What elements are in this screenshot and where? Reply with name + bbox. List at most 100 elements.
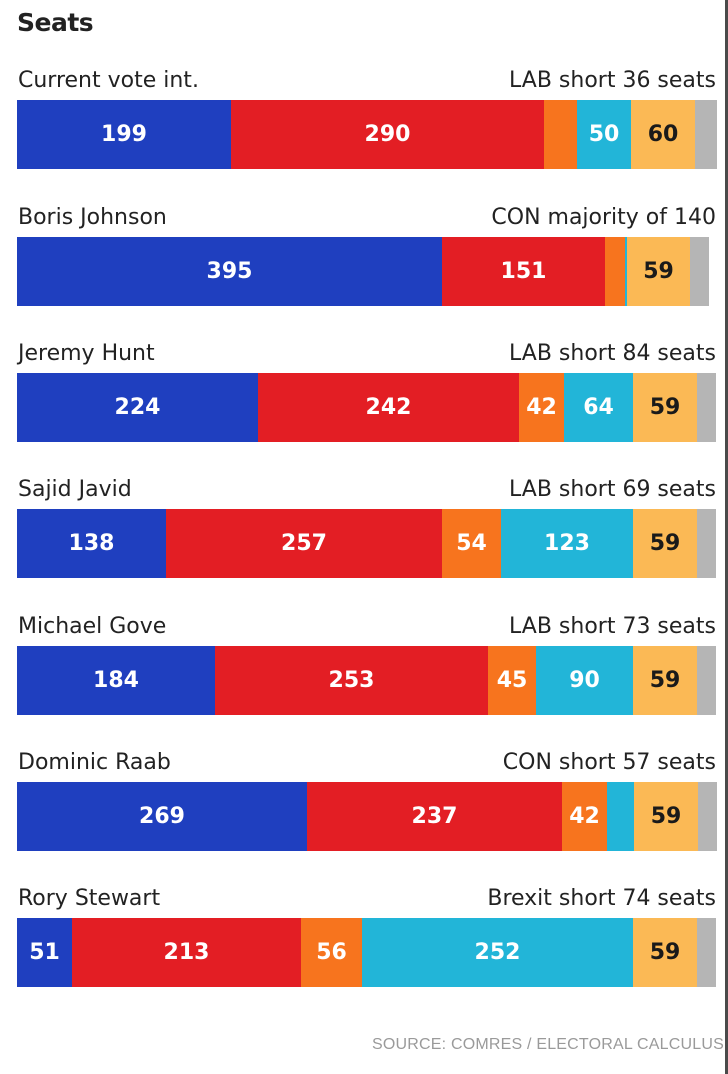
bar-segment-other: 59 [633,509,697,578]
bar-value-label: 199 [101,122,147,147]
bar-value-label: 51 [29,940,60,965]
bar-segment-ld: 42 [519,373,564,442]
bar-value-label: 42 [526,395,557,420]
bar-segment-con: 269 [17,782,307,851]
row-scenario-label: Jeremy Hunt [18,341,155,366]
bar-value-label: 269 [139,804,185,829]
bar-segment-remaining [697,373,716,442]
bar-value-label: 54 [456,531,487,556]
row-outcome-label: LAB short 73 seats [509,614,716,639]
bar-value-label: 59 [649,531,681,556]
bar-segment-con: 51 [17,918,72,987]
chart-row: Current vote int. LAB short 36 seats 199 29… [0,68,728,204]
bar-value-label: 253 [328,668,375,693]
bar-value-label: 257 [281,531,327,556]
bar-segment-brexit: 252 [362,918,633,987]
bar-segment-brexit: 50 [577,100,631,169]
right-edge-border [725,0,728,1074]
bar-value-label: 59 [649,395,681,420]
bar-segment-lab: 237 [307,782,562,851]
bar-segment-con: 224 [17,373,258,442]
row-scenario-label: Michael Gove [18,614,167,639]
bar-segment-ld: 54 [442,509,501,578]
bar-value-label: 184 [93,668,139,693]
chart-title: Seats [17,8,94,37]
bar-segment-other: 59 [634,782,698,851]
stacked-bar: 138 257 54 123 59 [17,509,717,578]
bar-value-label: 237 [411,804,458,829]
bar-segment-lab: 151 [442,237,605,306]
bar-value-label: 59 [650,804,682,829]
bar-segment-ld: 56 [301,918,362,987]
bar-value-label: 64 [583,395,614,420]
bar-value-label: 123 [544,531,590,556]
bar-segment-remaining [697,509,716,578]
bar-segment-lab: 290 [231,100,544,169]
bar-segment-remaining [697,646,716,715]
bar-value-label: 59 [649,940,681,965]
bar-segment-brexit [607,782,634,851]
row-scenario-label: Boris Johnson [18,205,167,230]
bar-value-label: 42 [569,804,600,829]
bar-value-label: 290 [364,122,411,147]
bar-value-label: 45 [496,668,528,693]
bar-value-label: 50 [588,122,620,147]
chart-row: Dominic Raab CON short 57 seats 269 237 42 59 [0,750,728,886]
chart-row: Sajid Javid LAB short 69 seats 138 257 54 123… [0,477,728,613]
chart-row: Rory Stewart Brexit short 74 seats 51 213 56… [0,886,728,1022]
bar-segment-remaining [690,237,709,306]
bar-segment-brexit: 64 [564,373,633,442]
bar-value-label: 395 [206,259,253,284]
bar-segment-con: 395 [17,237,442,306]
bar-value-label: 151 [500,259,547,284]
bar-segment-con: 138 [17,509,166,578]
row-scenario-label: Sajid Javid [18,477,132,502]
row-scenario-label: Dominic Raab [18,750,171,775]
stacked-bar: 199 290 50 60 [17,100,717,169]
bar-segment-lab: 213 [72,918,301,987]
bar-value-label: 59 [643,259,674,284]
bar-segment-remaining [695,100,717,169]
bar-value-label: 60 [647,122,679,147]
bar-segment-other: 60 [631,100,695,169]
row-outcome-label: Brexit short 74 seats [487,886,716,911]
bar-segment-remaining [698,782,717,851]
bar-segment-ld [544,100,577,169]
bar-segment-other: 59 [633,373,697,442]
chart-row: Boris Johnson CON majority of 140 395 151 59 [0,205,728,341]
bar-segment-lab: 257 [166,509,442,578]
bar-segment-brexit: 123 [501,509,633,578]
bar-value-label: 242 [365,395,412,420]
bar-value-label: 90 [569,668,600,693]
chart-row: Michael Gove LAB short 73 seats 184 253 45 90… [0,614,728,750]
bar-segment-ld [605,237,625,306]
row-scenario-label: Rory Stewart [18,886,161,911]
bar-value-label: 213 [163,940,210,965]
bar-segment-con: 184 [17,646,215,715]
bar-value-label: 56 [316,940,347,965]
stacked-bar: 395 151 59 [17,237,717,306]
bar-segment-ld: 45 [488,646,536,715]
bar-value-label: 138 [68,531,115,556]
row-outcome-label: LAB short 69 seats [509,477,716,502]
source-note: SOURCE: COMRES / ELECTORAL CALCULUS [372,1036,724,1053]
bar-segment-remaining [697,918,716,987]
row-outcome-label: LAB short 84 seats [509,341,716,366]
bar-segment-ld: 42 [562,782,607,851]
bar-value-label: 224 [114,395,161,420]
bar-segment-other: 59 [633,646,697,715]
bar-segment-other: 59 [627,237,690,306]
row-scenario-label: Current vote int. [18,68,199,93]
chart-row: Jeremy Hunt LAB short 84 seats 224 242 42 64 5… [0,341,728,477]
stacked-bar: 184 253 45 90 59 [17,646,717,715]
bar-segment-con: 199 [17,100,231,169]
stacked-bar: 224 242 42 64 59 [17,373,717,442]
bar-segment-brexit: 90 [536,646,633,715]
bar-value-label: 59 [649,668,681,693]
row-outcome-label: CON short 57 seats [502,750,716,775]
bar-segment-brexit [625,237,627,306]
stacked-bar: 51 213 56 252 59 [17,918,717,987]
stacked-bar: 269 237 42 59 [17,782,717,851]
bar-segment-lab: 242 [258,373,519,442]
bar-segment-other: 59 [633,918,697,987]
